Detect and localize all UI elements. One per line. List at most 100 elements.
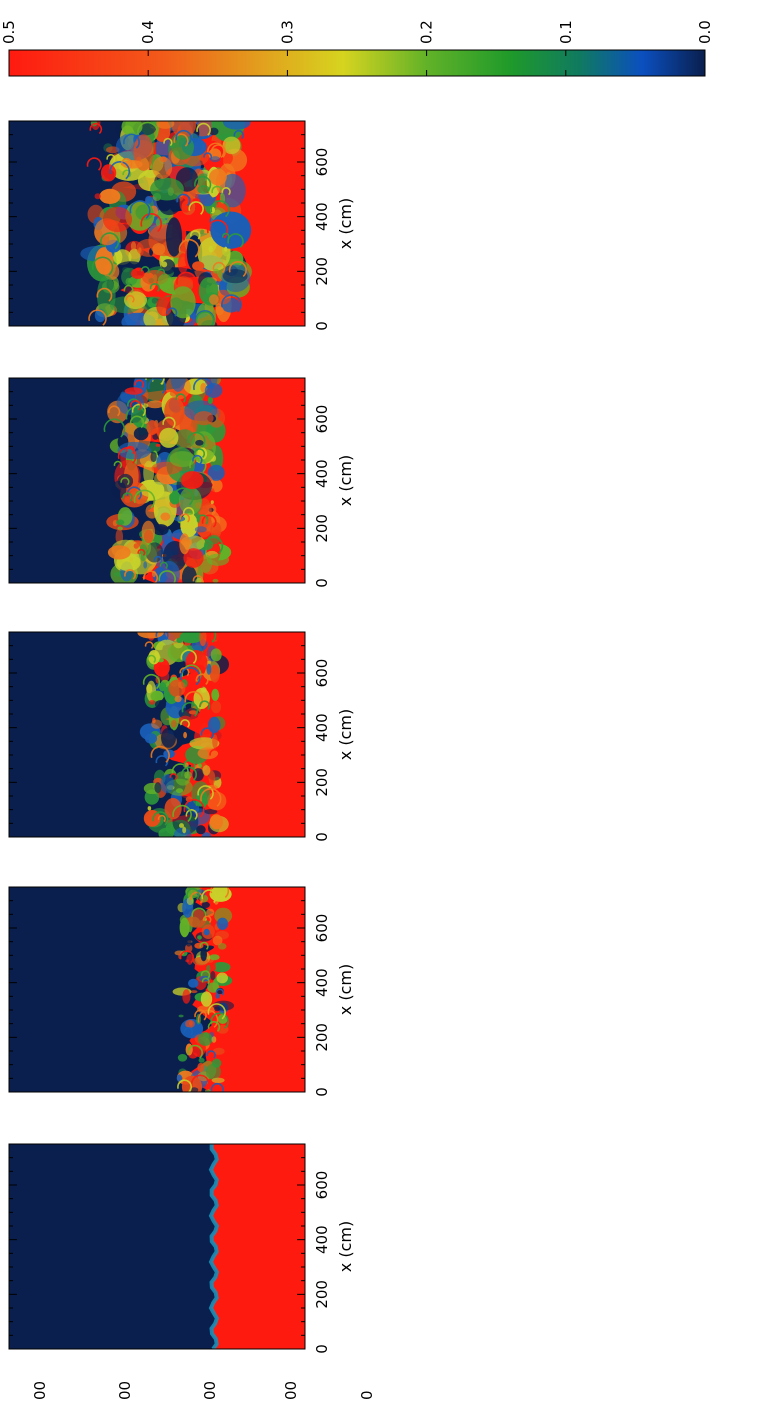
mixing-blob — [174, 695, 182, 703]
swirl — [182, 507, 195, 518]
swirl — [192, 575, 204, 583]
x-tick-label: 400 — [313, 968, 331, 997]
swirl — [153, 555, 163, 564]
swirl — [228, 261, 247, 278]
mixing-blob — [102, 206, 133, 233]
swirl — [133, 489, 156, 509]
swirl — [149, 283, 160, 292]
mixing-blob — [197, 712, 211, 718]
mixing-blob — [201, 901, 210, 909]
swirl — [221, 294, 242, 313]
mixing-blob — [216, 972, 228, 984]
mixing-blob — [170, 286, 196, 319]
swirl — [200, 970, 211, 979]
mixing-blob — [211, 1077, 225, 1084]
swirl — [127, 398, 141, 411]
mixing-blob — [224, 246, 228, 252]
swirl — [144, 641, 154, 649]
swirl — [175, 393, 186, 403]
swirl — [157, 268, 166, 276]
swirl — [176, 271, 197, 290]
mixing-blob — [179, 823, 184, 829]
swirl — [194, 1009, 207, 1021]
swirl — [137, 548, 146, 556]
mixing-blob — [183, 731, 188, 739]
mixing-blob — [112, 249, 132, 265]
panel-frame — [8, 631, 306, 838]
mixing-blob — [176, 637, 183, 643]
region-high — [211, 1144, 305, 1349]
mixing-blob — [170, 378, 186, 392]
swirl — [175, 129, 192, 145]
swirl — [173, 487, 194, 506]
mixing-blob — [185, 1019, 195, 1028]
mixing-blob — [207, 464, 225, 481]
mixing-blob — [155, 443, 161, 447]
mixing-blob — [143, 460, 155, 485]
swirl — [140, 213, 162, 233]
mixing-blob — [164, 397, 185, 427]
swirl — [201, 977, 210, 985]
mixing-blob — [206, 791, 227, 811]
swirl — [134, 379, 144, 389]
swirl — [99, 232, 120, 250]
swirl — [125, 294, 135, 303]
swirl — [209, 748, 220, 759]
mixing-blob — [215, 289, 232, 305]
swirl — [196, 514, 209, 525]
swirl — [143, 570, 159, 583]
swirl — [188, 201, 204, 215]
swirl — [169, 773, 178, 780]
mixing-blob — [186, 953, 194, 965]
swirl — [142, 674, 161, 690]
swirl — [199, 941, 209, 950]
mixing-blob — [170, 720, 177, 728]
swirl — [210, 1012, 229, 1029]
swirl — [179, 513, 191, 523]
swirl — [152, 811, 169, 826]
mixing-blob — [192, 1008, 196, 1013]
mixing-blob — [152, 156, 173, 179]
swirl — [185, 121, 200, 125]
mixing-blob — [157, 273, 173, 291]
swirl — [210, 200, 230, 218]
swirl — [204, 536, 224, 554]
mixing-blob — [189, 721, 197, 727]
mixing-blob — [185, 938, 192, 947]
swirl — [221, 187, 231, 196]
panel-snapshot-5: 0 200 400 600 x (cm) — [8, 120, 355, 331]
swirl — [203, 152, 213, 161]
swirl — [187, 431, 206, 448]
swirl — [107, 405, 121, 417]
swirl — [196, 122, 211, 136]
swirl — [173, 133, 189, 147]
mixing-blob — [209, 814, 223, 830]
mixing-blob — [197, 185, 210, 194]
mixing-blob — [213, 1047, 225, 1055]
swirl — [123, 133, 140, 149]
swirl — [192, 454, 203, 465]
swirl — [206, 1050, 216, 1059]
swirl — [184, 690, 204, 708]
mixing-blob — [143, 529, 154, 544]
mixing-blob — [175, 788, 184, 794]
mixing-blob — [99, 188, 121, 204]
mixing-blob — [206, 385, 215, 389]
mixing-blob — [194, 526, 207, 533]
mixing-blob — [198, 1032, 213, 1046]
mixing-blob — [107, 545, 131, 560]
mixing-blob — [209, 127, 219, 136]
swirl — [221, 232, 230, 240]
x-tick-label: 200 — [313, 1280, 331, 1309]
y-tick-label: 00 — [282, 1381, 300, 1400]
mixing-blob — [182, 989, 191, 1004]
mixing-blob — [100, 164, 117, 182]
mixing-blob — [203, 928, 210, 936]
mixing-blob — [210, 521, 222, 539]
mixing-blob — [155, 700, 167, 709]
y-tick-label: 00 — [31, 1381, 49, 1400]
mixing-blob — [173, 827, 192, 837]
mixing-blob — [209, 887, 232, 902]
x-tick-label: 400 — [313, 713, 331, 742]
